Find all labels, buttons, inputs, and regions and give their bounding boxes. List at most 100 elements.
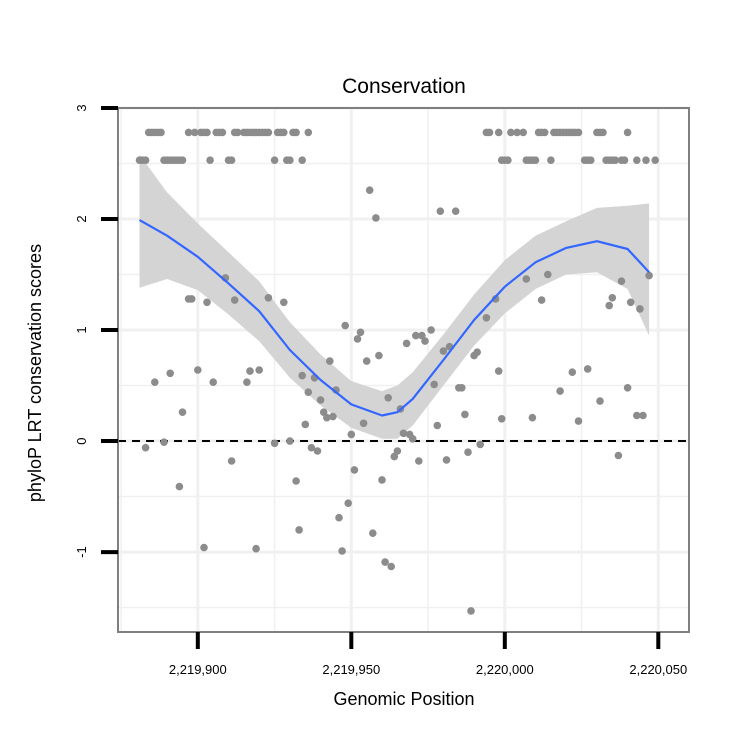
data-point (190, 128, 199, 137)
data-point (596, 397, 604, 405)
data-point (645, 271, 653, 280)
data-point (522, 275, 531, 283)
data-point (507, 128, 515, 137)
data-point (620, 156, 629, 164)
data-point (427, 326, 435, 334)
confidence-ribbon (139, 154, 650, 439)
y-tick-label: 1 (74, 326, 89, 333)
data-point (464, 448, 472, 457)
data-point (286, 437, 294, 445)
data-point (329, 412, 337, 421)
data-point (166, 369, 174, 378)
points-layer (135, 128, 659, 615)
data-point (230, 296, 239, 304)
data-point (381, 558, 389, 566)
data-point (292, 128, 300, 137)
data-point (323, 413, 331, 422)
data-point (402, 339, 411, 348)
data-point (556, 387, 564, 395)
data-point (175, 482, 184, 491)
data-point (399, 429, 408, 438)
data-point (178, 156, 187, 164)
y-tick-label: 2 (74, 215, 89, 222)
y-tick-label: 3 (74, 104, 89, 111)
x-tick-label: 2,220,050 (629, 662, 687, 677)
data-point (157, 128, 165, 137)
data-point (642, 156, 650, 164)
data-point (473, 348, 482, 357)
data-point (378, 476, 386, 484)
data-point (633, 411, 641, 420)
data-point (347, 430, 356, 439)
data-point (209, 378, 217, 387)
data-point (286, 156, 294, 164)
data-point (141, 156, 150, 164)
data-point (504, 156, 512, 164)
data-point (605, 301, 613, 310)
data-point (574, 417, 583, 425)
grid-layer (118, 106, 689, 632)
data-point (494, 367, 503, 375)
data-point (280, 298, 288, 307)
x-axis: 2,219,900 2,219,950 2,220,000 2,220,050 (169, 632, 687, 677)
data-point (482, 314, 491, 322)
data-point (353, 335, 362, 343)
data-point (574, 128, 583, 137)
data-point (298, 156, 307, 164)
data-point (270, 439, 279, 448)
y-axis-label: phyloP LRT conservation scores (25, 244, 45, 502)
x-axis-label: Genomic Position (333, 689, 474, 709)
data-point (544, 270, 552, 279)
data-point (298, 371, 307, 380)
data-point (304, 128, 313, 137)
data-point (497, 415, 506, 423)
data-point (461, 410, 469, 419)
data-point (227, 457, 236, 465)
data-point (338, 547, 346, 555)
data-point (280, 128, 288, 137)
data-point (433, 421, 442, 430)
data-point (365, 186, 374, 194)
data-point (307, 443, 316, 452)
data-point (547, 156, 555, 164)
x-tick-label: 2,220,000 (476, 662, 534, 677)
data-point (372, 214, 380, 222)
data-point (270, 156, 279, 164)
data-point (369, 529, 377, 537)
data-point (359, 419, 368, 428)
data-point (528, 413, 537, 422)
y-tick-label: -1 (74, 546, 89, 558)
data-point (519, 128, 527, 137)
data-point (651, 156, 659, 164)
data-point (494, 128, 503, 137)
data-point (151, 378, 159, 387)
data-point (639, 411, 647, 420)
data-point (491, 295, 500, 303)
data-point (458, 384, 466, 392)
data-point (476, 440, 485, 449)
data-point (252, 544, 260, 553)
data-point (387, 562, 396, 571)
data-point (587, 156, 595, 164)
data-point (531, 156, 540, 164)
data-point (485, 128, 494, 137)
data-point (436, 207, 445, 215)
data-point (255, 366, 263, 374)
data-point (617, 277, 626, 286)
data-point (451, 207, 460, 215)
data-point (264, 128, 273, 137)
data-point (393, 447, 402, 455)
data-point (421, 337, 429, 345)
data-point (341, 321, 350, 330)
data-point (203, 298, 211, 307)
y-axis: -1 0 1 2 3 (74, 104, 118, 558)
data-point (218, 128, 227, 137)
data-point (184, 128, 193, 137)
data-point (362, 357, 371, 365)
data-point (540, 128, 549, 137)
data-point (295, 526, 303, 534)
data-point (537, 296, 546, 304)
data-point (141, 443, 150, 452)
data-point (243, 378, 251, 387)
